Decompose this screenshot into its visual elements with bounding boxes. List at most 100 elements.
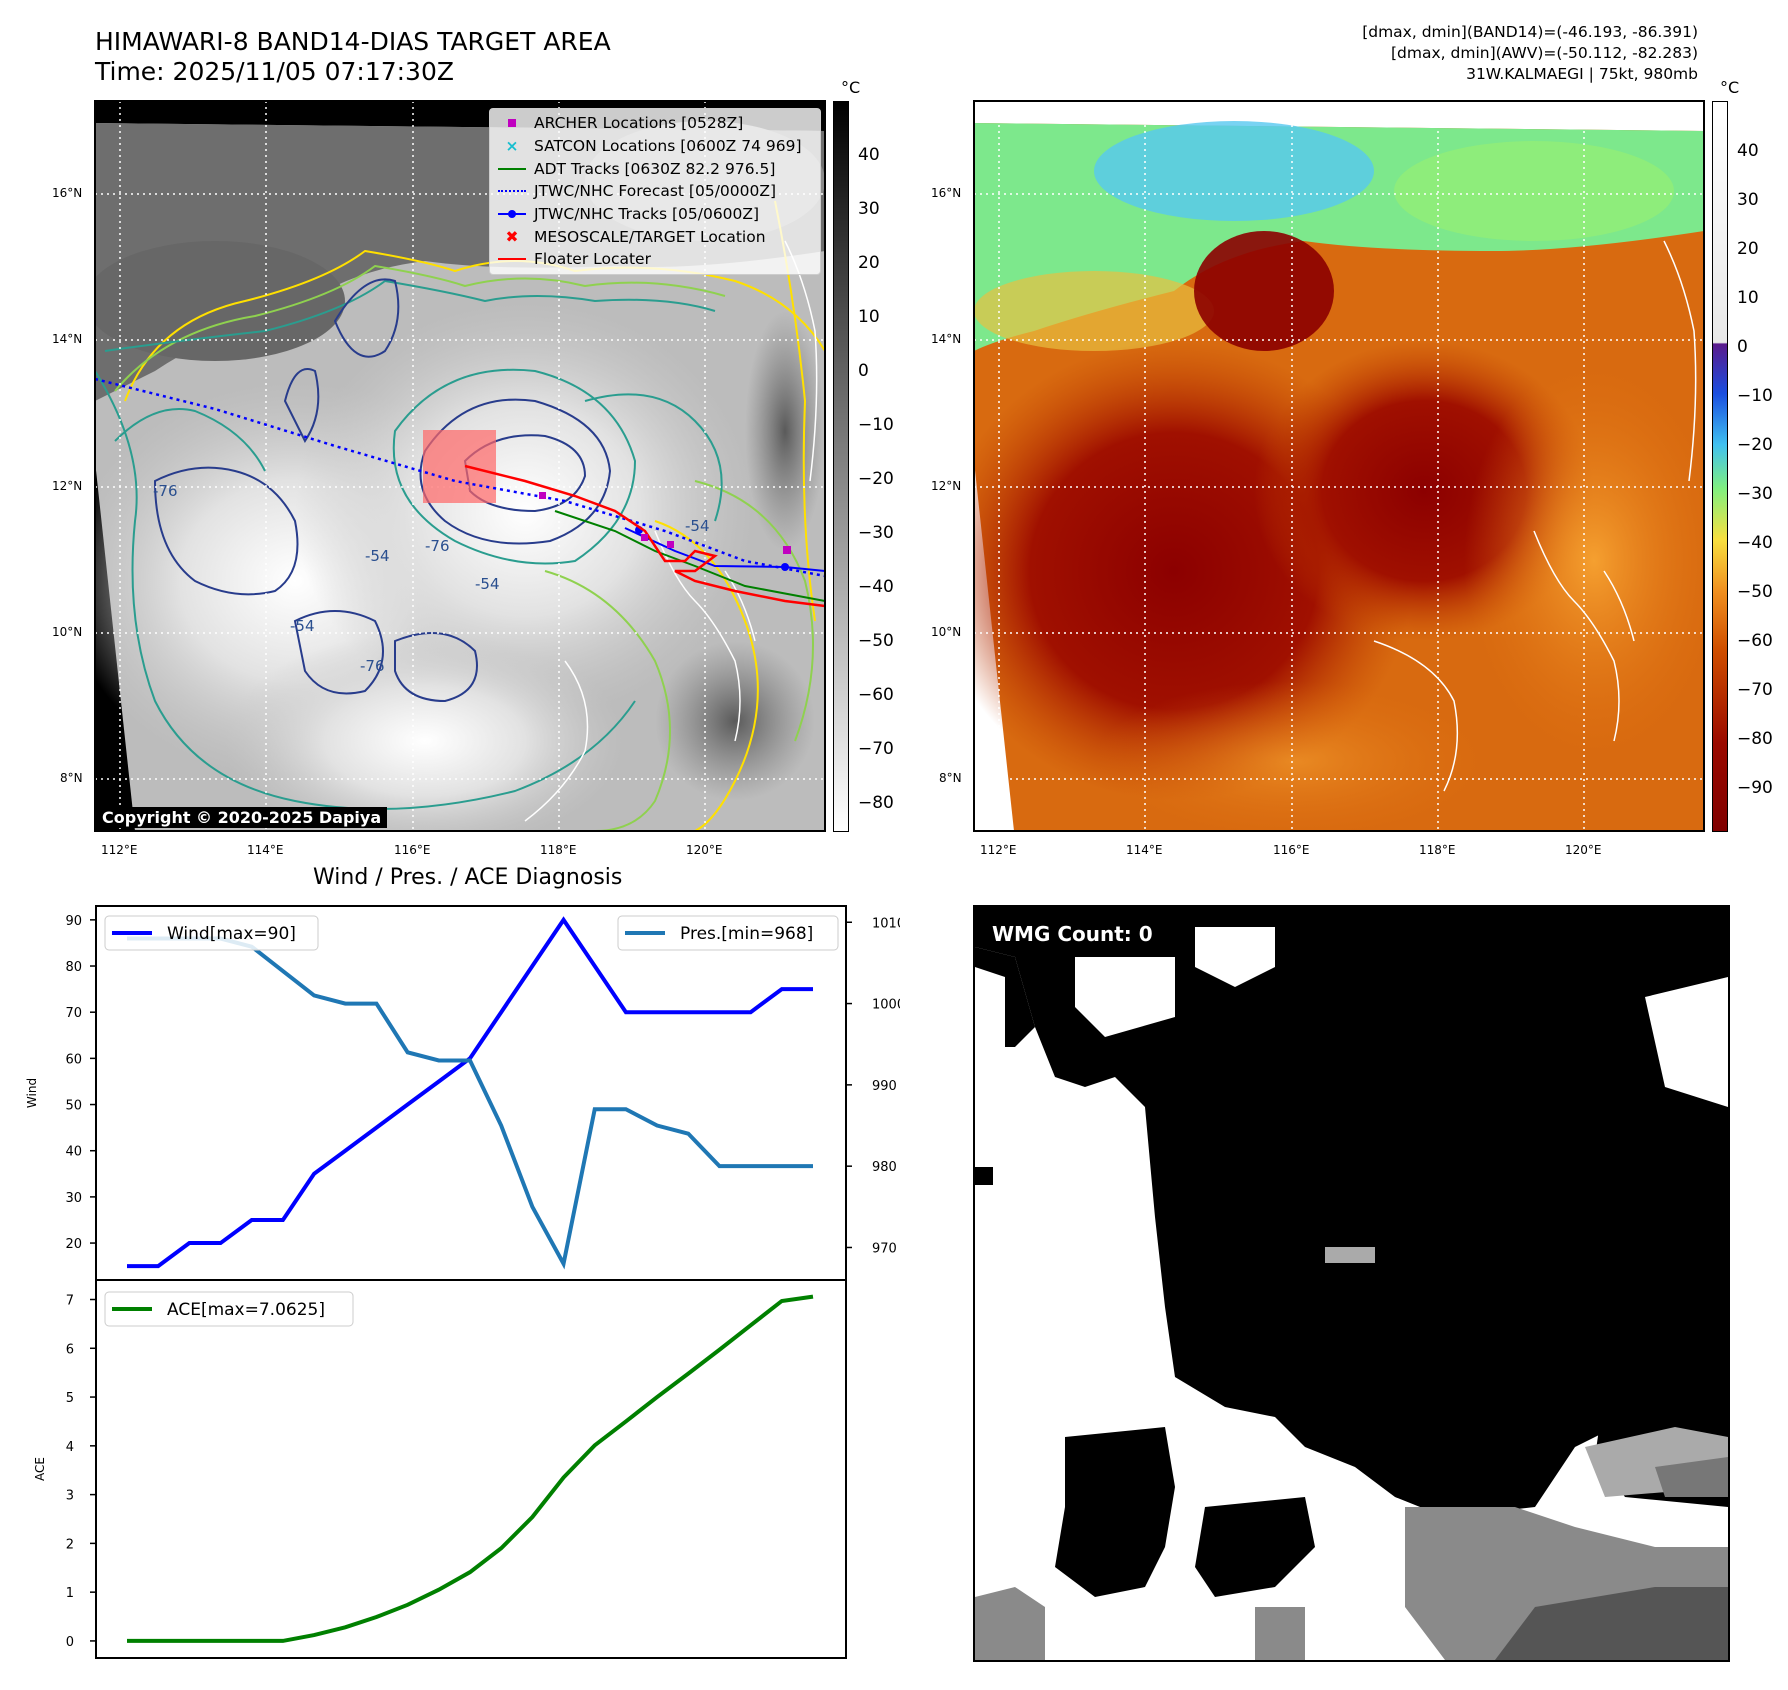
cb-tick: −70 [858,739,894,759]
ir-color-svg [974,101,1704,831]
stats-line1: [dmax, dmin](BAND14)=(-46.193, -86.391) [1362,23,1698,41]
cb-tick: 40 [858,145,880,165]
storm-info: 31W.KALMAEGI | 75kt, 980mb [1466,65,1698,83]
pressure-legend: Pres.[min=968] [617,915,839,951]
cb-tick: −80 [858,793,894,813]
cb-tick: −60 [1737,631,1773,651]
lon-tick: 116°E [394,843,431,857]
y-tick-label: 90 [65,914,82,929]
lon-tick: 120°E [1565,843,1602,857]
y-tick-label: 1 [66,1586,74,1601]
contour-label: -76 [425,537,450,555]
lon-tick: 112°E [980,843,1017,857]
dotted-line-icon [498,190,526,193]
color-colorbar-unit: °C [1720,78,1740,97]
plot-frame [95,1280,847,1659]
cb-tick: −40 [1737,533,1773,553]
cb-tick: −10 [858,415,894,435]
contour-label: -54 [685,517,710,535]
line-dot-icon [498,210,526,219]
legend-floater: Floater Locater [490,248,820,271]
cb-tick: 40 [1737,141,1759,161]
legend-label: ACE[max=7.0625] [167,1300,325,1320]
lat-tick: 14°N [931,332,962,346]
wmg-mask-svg [975,907,1728,1660]
lat-tick: 10°N [931,625,962,639]
cb-tick: 0 [858,361,869,381]
lon-tick: 120°E [686,843,723,857]
wmg-frame [973,905,1730,1662]
x-icon: ✖ [505,227,519,246]
y-tick-label: 6 [66,1342,74,1357]
cb-tick: −90 [1737,778,1773,798]
ace-chart: 0 1 2 3 4 5 6 7 ACE ACE[max=7.0625] [33,1280,847,1659]
line-icon [498,167,526,170]
lon-tick: 118°E [540,843,577,857]
cb-tick: −30 [858,523,894,543]
map-legend: ARCHER Locations [0528Z] × SATCON Locatio… [489,108,821,275]
plot-frame [95,905,847,1281]
y-right-tick-label: 1010 [872,916,900,931]
y-tick-label: 3 [66,1489,74,1504]
lat-tick: 8°N [939,771,962,785]
y-tick-label: 50 [65,1099,82,1114]
y-right-tick-label: 1000 [872,998,900,1013]
y-tick-label: 0 [66,1635,74,1650]
legend-tracks: JTWC/NHC Tracks [05/0600Z] [490,203,820,226]
cb-tick: 10 [858,307,880,327]
y-tick-label: 60 [65,1052,82,1067]
y-tick-label: 40 [65,1145,82,1160]
y-tick-label: 70 [65,1006,82,1021]
cb-tick: −80 [1737,729,1773,749]
x-icon: × [505,137,519,156]
right-map-frame [973,100,1705,832]
y-tick-label: 4 [66,1440,74,1455]
line-icon [498,258,526,261]
legend-adt: ADT Tracks [0630Z 82.2 976.5] [490,157,820,180]
cb-tick: 20 [858,253,880,273]
contour-label: -54 [290,617,315,635]
legend-label: Wind[max=90] [167,924,296,944]
stats-line2: [dmax, dmin](AWV)=(-50.112, -82.283) [1391,44,1698,62]
wind-legend: Wind[max=90] [104,915,319,951]
contour-label: -76 [360,657,385,675]
ace-series-line [127,1294,814,1643]
copyright-badge: Copyright © 2020-2025 Dapiya [96,807,388,828]
lat-tick: 12°N [931,479,962,493]
lon-tick: 114°E [1126,843,1163,857]
cb-tick: −60 [858,685,894,705]
cb-tick: −50 [858,631,894,651]
y-right-tick-label: 970 [872,1241,897,1256]
cb-tick: −20 [1737,435,1773,455]
y-right-tick-label: 990 [872,1079,897,1094]
y-axis-label: Wind [25,1078,39,1108]
diagnosis-title: Wind / Pres. / ACE Diagnosis [313,865,623,890]
y-tick-label: 80 [65,960,82,975]
contour-label: -54 [365,547,390,565]
gray-colorbar-unit: °C [841,78,861,97]
y-tick-label: 2 [66,1537,74,1552]
y-tick-label: 7 [66,1294,74,1309]
main-title-line2: Time: 2025/11/05 07:17:30Z [95,57,454,86]
cb-tick: −70 [1737,680,1773,700]
y-tick-label: 5 [66,1391,74,1406]
cb-tick: −20 [858,469,894,489]
lat-tick: 14°N [52,332,83,346]
lon-tick: 114°E [247,843,284,857]
legend-forecast: JTWC/NHC Forecast [05/0000Z] [490,180,820,203]
y-right-tick-label: 980 [872,1160,897,1175]
lat-tick: 10°N [52,625,83,639]
legend-satcon: × SATCON Locations [0600Z 74 969] [490,135,820,158]
y-tick-label: 30 [65,1191,82,1206]
lon-tick: 112°E [101,843,138,857]
contour-label: -54 [475,575,500,593]
cb-tick: −30 [1737,484,1773,504]
legend-label: Pres.[min=968] [680,924,813,944]
cb-tick: −50 [1737,582,1773,602]
square-icon [508,119,516,128]
legend-box [104,915,319,951]
wmg-panel: WMG Count: 0 [975,907,1728,1660]
left-map-frame [94,100,826,832]
y-axis-label: ACE [33,1457,47,1481]
cb-tick: 10 [1737,288,1759,308]
